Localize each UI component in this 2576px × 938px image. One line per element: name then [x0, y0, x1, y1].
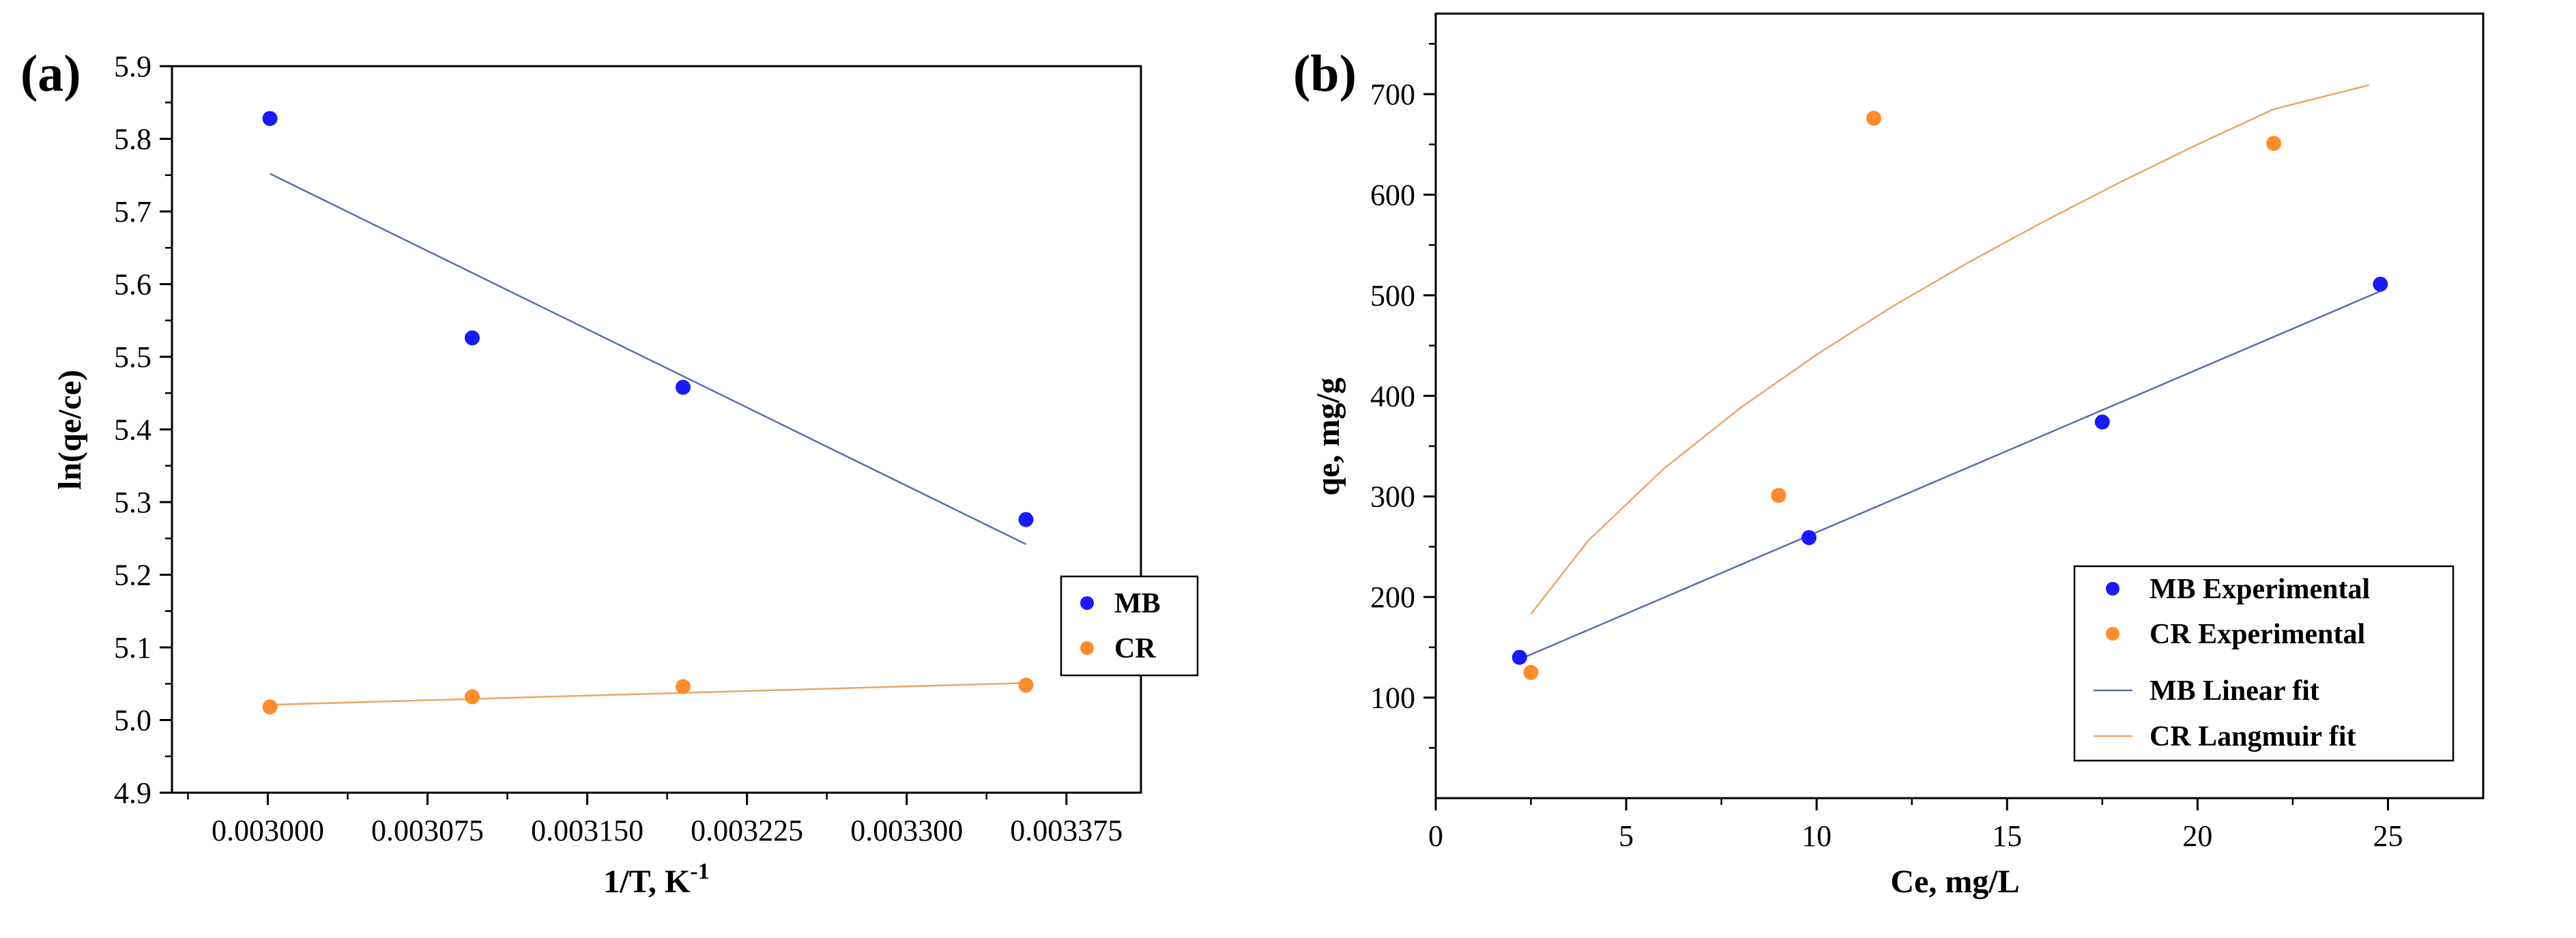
legend-marker-mb [1080, 596, 1094, 610]
panel-b-x-axis-title: Ce, mg/L [1890, 864, 2019, 900]
x-tick-label: 5 [1619, 819, 1634, 853]
panel-a-chart: (a) 0.003000 0.003075 0.003150 0.003225 0.00… [20, 45, 1199, 900]
y-tick-label: 5.7 [114, 195, 151, 229]
legend-marker-cr [1080, 641, 1094, 655]
y-tick-label: 5.1 [114, 631, 151, 664]
data-point-mb [262, 111, 278, 126]
data-point-mb [676, 379, 691, 395]
panel-a-y-axis-title: ln(qe/ce) [52, 370, 88, 490]
data-point-cr-experimental [1523, 664, 1539, 680]
panel-b-plot-frame [1434, 12, 2485, 800]
x-tick-label: 0 [1428, 819, 1443, 853]
y-tick-label: 100 [1370, 681, 1415, 715]
x-tick-label: 0.003375 [1010, 814, 1123, 847]
panel-a-series [262, 111, 1034, 715]
data-point-cr-experimental [2266, 136, 2281, 151]
panel-b-legend: MB Experimental CR Experimental MB Linea… [2073, 565, 2455, 762]
x-tick-label: 15 [1992, 819, 2022, 853]
y-tick-label: 400 [1370, 379, 1415, 413]
panel-a-y-ticks: 4.9 5.0 5.1 5.2 5.3 5.4 5.5 5.6 5.7 5.8 5.9 [114, 50, 172, 810]
legend-label-mb-linear-fit: MB Linear fit [2150, 675, 2319, 707]
y-tick-label: 4.9 [114, 776, 151, 810]
data-point-mb-experimental [1801, 530, 1817, 546]
panel-b-legend-box [2073, 565, 2455, 762]
panel-b-series [1511, 84, 2388, 680]
y-tick-label: 5.8 [114, 123, 151, 156]
data-point-mb-experimental [2094, 414, 2110, 430]
data-point-cr-experimental [1866, 111, 1881, 126]
panel-a-x-axis-title: 1/T, K-1 [603, 859, 709, 900]
y-tick-label: 5.5 [114, 340, 151, 374]
data-point-cr [676, 679, 691, 694]
y-tick-label: 200 [1370, 581, 1415, 614]
panel-b-y-ticks: 100 200 300 400 500 600 700 [1370, 42, 1436, 749]
y-tick-label: 500 [1370, 279, 1415, 312]
panel-b-tag: (b) [1293, 45, 1357, 102]
series-line-mb-linear-fit [1519, 290, 2381, 660]
panel-b-chart: (b) 0 5 10 15 20 25 100 200 300 400 500 600 700 Ce,… [1293, 12, 2485, 900]
legend-label-mb-experimental: MB Experimental [2150, 574, 2370, 605]
panel-b-x-ticks: 0 5 10 15 20 25 [1428, 798, 2403, 853]
x-tick-label: 10 [1801, 819, 1832, 853]
series-line-mb-fit [270, 173, 1027, 545]
legend-marker-cr-experimental [2106, 627, 2119, 641]
data-point-cr [262, 699, 278, 715]
x-tick-label: 0.003150 [531, 814, 643, 847]
y-tick-label: 600 [1370, 178, 1415, 211]
legend-label-cr-langmuir-fit: CR Langmuir fit [2150, 721, 2356, 752]
y-tick-label: 700 [1370, 78, 1415, 111]
legend-label-cr-experimental: CR Experimental [2150, 619, 2365, 650]
panel-b-y-axis-title: qe, mg/g [1310, 377, 1346, 495]
data-point-mb-experimental [2373, 276, 2388, 292]
data-point-cr [1018, 677, 1034, 693]
data-point-mb-experimental [1511, 649, 1527, 665]
x-tick-label: 25 [2373, 819, 2403, 853]
x-tick-label: 20 [2182, 819, 2212, 853]
y-tick-label: 5.9 [114, 50, 151, 83]
data-point-mb [465, 330, 480, 346]
y-tick-label: 300 [1370, 480, 1415, 514]
panel-a-x-ticks: 0.003000 0.003075 0.003150 0.003225 0.003300… [187, 793, 1123, 847]
panel-a-tag: (a) [20, 45, 81, 102]
y-tick-label: 5.6 [114, 268, 151, 302]
y-tick-label: 5.3 [114, 486, 151, 519]
series-line-cr-langmuir-fit [1530, 84, 2369, 615]
data-point-cr [465, 689, 480, 705]
legend-label-mb: MB [1114, 588, 1161, 619]
y-tick-label: 5.2 [114, 559, 151, 592]
x-tick-label: 0.003000 [212, 814, 324, 847]
series-line-cr-fit [270, 681, 1026, 706]
data-point-cr-experimental [1771, 488, 1786, 503]
x-tick-label: 0.003225 [691, 814, 803, 847]
y-tick-label: 5.4 [114, 413, 151, 447]
data-point-mb [1018, 512, 1034, 527]
y-tick-label: 5.0 [114, 704, 151, 737]
legend-label-cr: CR [1114, 633, 1156, 664]
legend-marker-mb-experimental [2106, 582, 2119, 596]
panel-a-legend: MB CR [1060, 575, 1199, 677]
x-tick-label: 0.003300 [850, 814, 963, 847]
panel-a-legend-box [1060, 575, 1199, 677]
x-tick-label: 0.003075 [371, 814, 484, 847]
